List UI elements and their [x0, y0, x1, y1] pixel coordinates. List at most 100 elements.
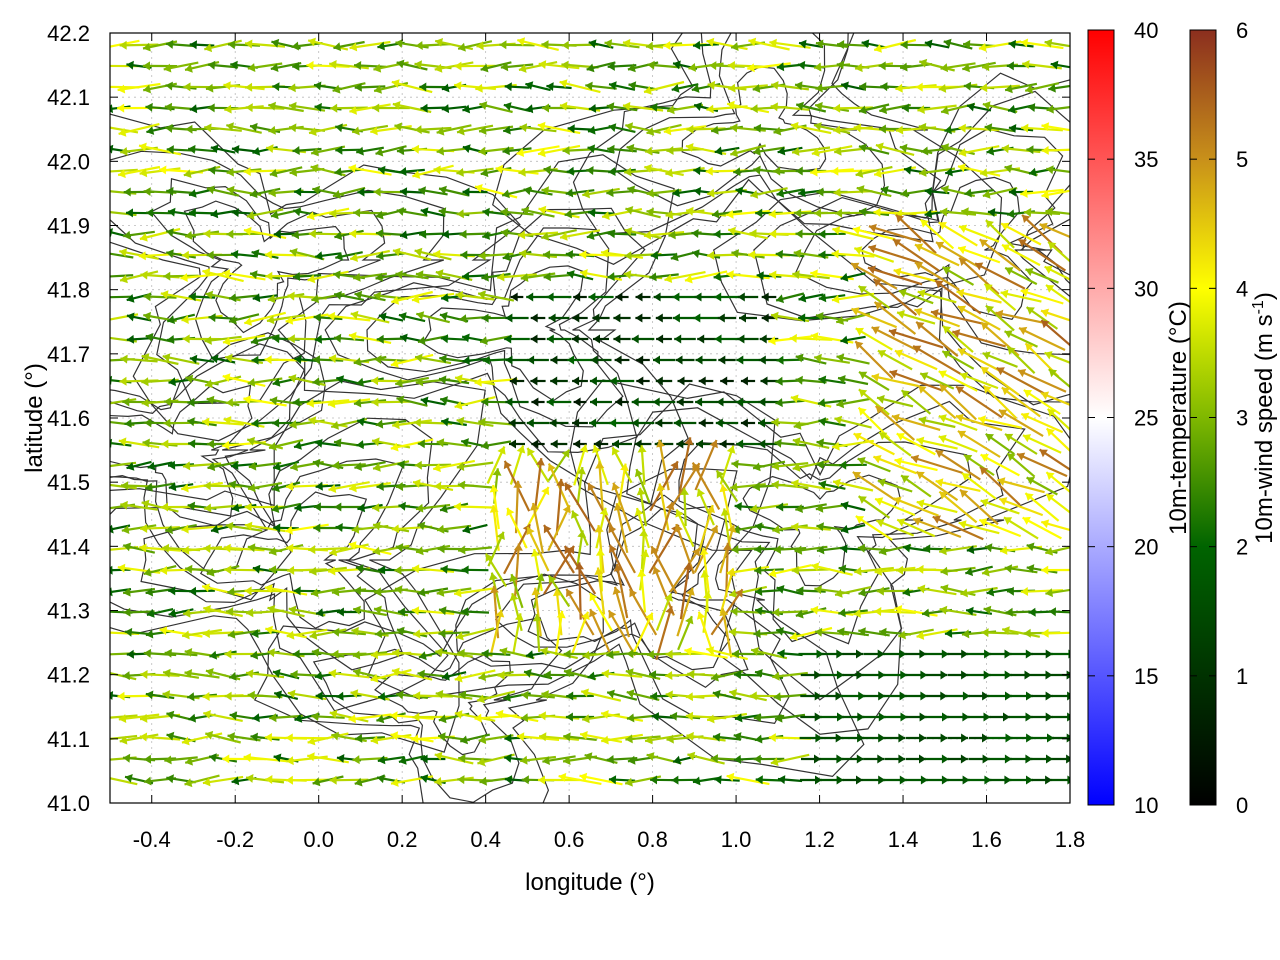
wind-vector-head [1026, 691, 1033, 701]
wind-vector-head [841, 81, 849, 91]
wind-vector-head [329, 209, 337, 218]
wind-vector-head [775, 713, 783, 723]
wind-vector-head [117, 84, 126, 94]
wind-vector [1020, 289, 1064, 305]
wind-vector-head [125, 774, 133, 783]
wind-vector-head [168, 482, 177, 492]
wind-vector-head [564, 209, 573, 219]
wind-vector-head [656, 439, 665, 448]
wind-vector-head [414, 247, 423, 257]
wind-vector-head [120, 500, 128, 510]
wind-vector-head [771, 311, 779, 321]
x-tick-label: -0.4 [133, 827, 171, 852]
wind-vector-head [793, 420, 802, 430]
wind-vector [110, 483, 137, 490]
wind-vector [721, 484, 733, 530]
wind-vector-head [181, 545, 190, 555]
wind-vector-head [97, 628, 104, 637]
wind-vector-head [378, 565, 386, 575]
wind-vector-head [224, 565, 232, 575]
wind-vector [998, 408, 1044, 438]
wind-vector-head [1024, 670, 1032, 680]
wind-vector-head [667, 105, 675, 115]
wind-vector-head [940, 566, 948, 576]
wind-vector [613, 586, 631, 638]
wind-vector-head [500, 207, 508, 217]
wind-vector-head [228, 480, 237, 490]
wind-vector [506, 507, 528, 549]
wind-vector-head [411, 294, 420, 304]
wind-vector-head [1046, 472, 1055, 481]
wind-vector-head [415, 270, 424, 280]
contour-line [861, 176, 1034, 320]
wind-vector-head [462, 187, 470, 197]
wind-vector-head [790, 632, 798, 641]
wind-vector-head [582, 714, 590, 724]
wind-vector-head [663, 126, 672, 136]
wind-vector-head [229, 711, 238, 721]
wind-vector-head [687, 751, 696, 761]
wind-vector [977, 417, 1023, 429]
wind-vector-head [624, 167, 632, 177]
wind-vector-head [99, 735, 106, 744]
wind-vector-head [272, 82, 280, 92]
colorbar-tick-label: 30 [1134, 276, 1158, 301]
wind-vector-head [942, 266, 951, 275]
wind-vector-head [588, 292, 596, 302]
wind-vector-head [160, 290, 169, 300]
wind-vector-head [353, 605, 361, 615]
wind-vector-head [731, 459, 739, 469]
wind-vector [578, 562, 582, 620]
wind-vector-head [102, 417, 110, 426]
wind-vector-head [919, 733, 927, 743]
wind-vector-head [837, 627, 845, 637]
wind-vector [961, 472, 997, 500]
wind-vector-head [867, 265, 876, 275]
wind-vector-head [958, 520, 967, 529]
wind-vector-head [394, 585, 403, 595]
wind-vector [855, 515, 893, 541]
wind-vector-head [668, 230, 676, 240]
wind-vector-head [747, 63, 755, 73]
wind-vector-head [818, 250, 826, 260]
wind-vector-head [435, 269, 444, 278]
wind-vector-head [727, 100, 735, 110]
wind-vector-head [223, 543, 231, 553]
wind-vector-head [223, 81, 231, 91]
wind-vector-head [138, 251, 146, 261]
wind-vector-head [352, 755, 360, 765]
wind-vector-head [1006, 61, 1014, 71]
wind-vector-head [440, 564, 448, 574]
wind-vector-head [414, 60, 422, 70]
wind-vector-head [649, 670, 657, 680]
wind-vector-head [566, 589, 574, 598]
wind-vector-head [979, 239, 988, 248]
wind-vector-head [504, 82, 512, 92]
wind-vector [915, 470, 959, 502]
wind-vector-head [188, 713, 196, 723]
wind-vector-head [622, 38, 631, 48]
wind-vector [831, 169, 875, 173]
wind-vector-head [329, 60, 337, 69]
wind-vector-head [396, 626, 405, 636]
x-tick-label: 1.8 [1055, 827, 1086, 852]
wind-vector-head [307, 274, 316, 284]
wind-vector [873, 38, 917, 52]
wind-vector-head [538, 60, 547, 69]
wind-vector-head [124, 419, 132, 428]
wind-vector-head [712, 732, 721, 742]
wind-vector-head [306, 398, 314, 408]
wind-vector-head [857, 712, 865, 722]
wind-vector-head [628, 81, 637, 91]
wind-vector-head [231, 776, 240, 786]
wind-vector-head [1004, 670, 1012, 680]
wind-vector-head [653, 292, 661, 302]
wind-vector-head [692, 776, 701, 786]
wind-vector-head [110, 228, 114, 237]
wind-vector-head [119, 40, 127, 50]
wind-vector-head [899, 775, 907, 785]
wind-vector [110, 524, 131, 531]
wind-vector-head [871, 326, 880, 335]
wind-vector-head [944, 125, 952, 135]
wind-vector [914, 261, 960, 291]
